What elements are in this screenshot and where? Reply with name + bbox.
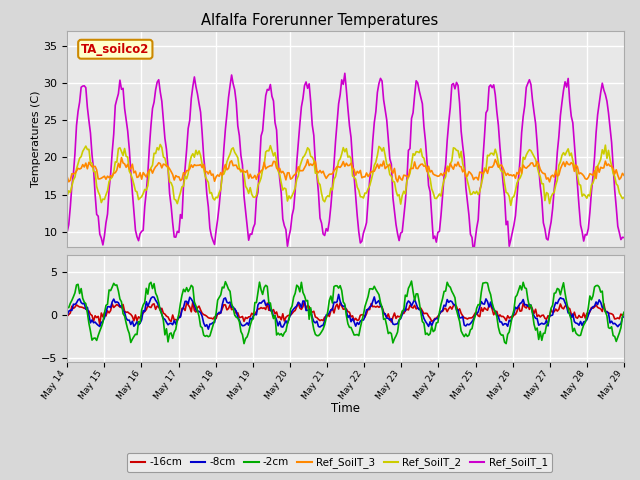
X-axis label: Time: Time [331,402,360,415]
Y-axis label: Temperatures (C): Temperatures (C) [31,91,40,187]
Text: TA_soilco2: TA_soilco2 [81,43,150,56]
Legend: -16cm, -8cm, -2cm, Ref_SoilT_3, Ref_SoilT_2, Ref_SoilT_1: -16cm, -8cm, -2cm, Ref_SoilT_3, Ref_Soil… [127,453,552,472]
Text: Alfalfa Forerunner Temperatures: Alfalfa Forerunner Temperatures [202,13,438,28]
